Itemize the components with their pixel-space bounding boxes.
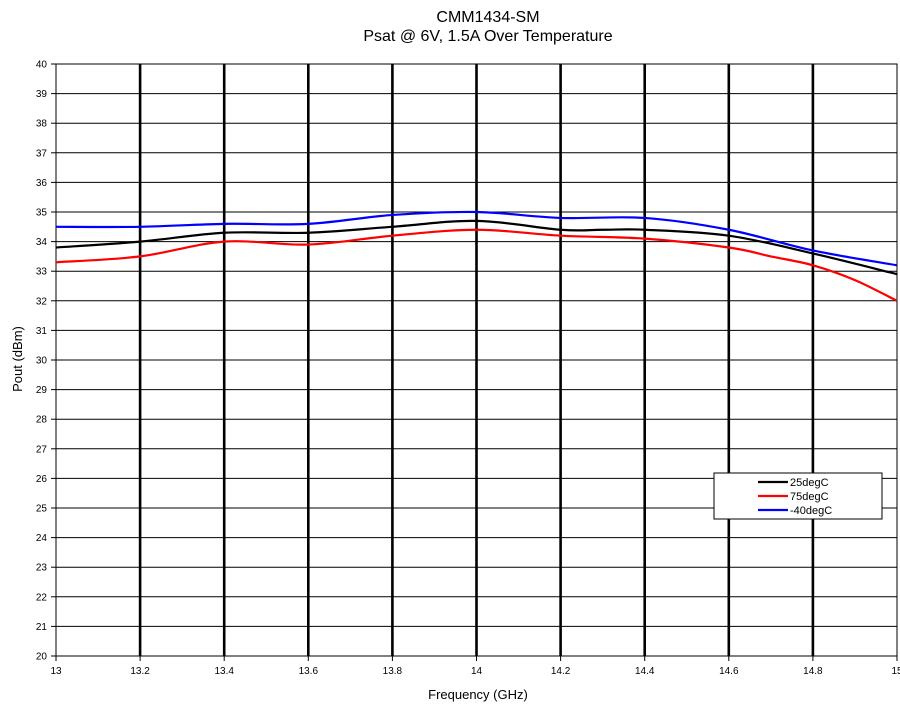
tick-labels: 20 21 22 23 24 25 26 27 28 29 30 31 32 33 34 35 36 37 38 39… [36,60,900,678]
y-tick-label: 35 [36,208,48,219]
series-line [55,219,898,276]
series-line [55,210,898,267]
x-tick-label: 13.8 [383,666,403,677]
grid [51,63,898,661]
y-tick-label: 28 [36,415,48,426]
y-tick-label: 32 [36,296,48,307]
y-tick-label: 25 [36,504,48,515]
y-tick-label: 39 [36,89,48,100]
y-tick-label: 30 [36,356,48,367]
legend-label: 75degC [790,491,829,503]
y-tick-label: 29 [36,385,48,396]
y-tick-label: 21 [36,622,48,633]
y-axis-label: Pout (dBm) [10,326,25,392]
legend-box [713,472,883,520]
y-tick-label: 38 [36,119,48,130]
x-axis-label: Frequency (GHz) [428,687,528,702]
x-tick-label: 15 [891,666,900,677]
x-tick-label: 13.2 [130,666,150,677]
y-tick-label: 40 [36,60,48,71]
chart-subtitle: Psat @ 6V, 1.5A Over Temperature [363,28,612,45]
y-tick-label: 37 [36,148,48,159]
y-tick-label: 36 [36,178,48,189]
x-tick-label: 14.4 [635,666,655,677]
legend: 25degC 75degC -40degC [713,472,883,520]
plot-frame [55,63,898,657]
legend-label: -40degC [790,505,832,517]
y-tick-label: 23 [36,563,48,574]
x-tick-label: 14.2 [551,666,571,677]
y-tick-label: 24 [36,533,48,544]
y-tick-label: 31 [36,326,48,337]
x-tick-label: 13.6 [299,666,319,677]
y-tick-label: 22 [36,592,48,603]
y-tick-label: 20 [36,652,48,663]
legend-label: 25degC [790,477,829,489]
y-tick-label: 34 [36,237,48,248]
y-tick-label: 27 [36,444,48,455]
x-tick-label: 13.4 [214,666,234,677]
x-tick-label: 14.6 [719,666,739,677]
series-line [55,228,898,302]
x-tick-label: 13 [50,666,62,677]
series-layer [55,210,898,302]
chart-title: CMM1434-SM [436,9,539,26]
x-tick-label: 14 [471,666,483,677]
y-tick-label: 33 [36,267,48,278]
x-tick-label: 14.8 [803,666,823,677]
y-tick-label: 26 [36,474,48,485]
